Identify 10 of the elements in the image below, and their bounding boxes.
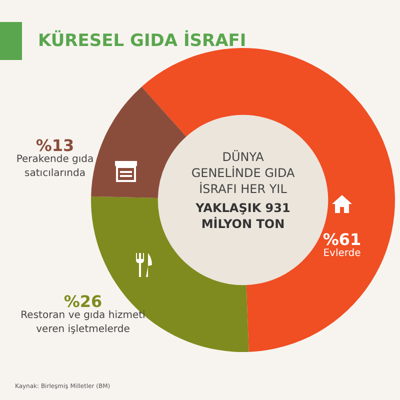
data-label: %13 <box>36 136 74 155</box>
text: DÜNYA GENELİNDE GIDA İSRAFI HER YIL <box>191 150 296 196</box>
data-label: %61 <box>322 230 362 249</box>
text: YAKLAŞIK 931 MİLYON TON <box>194 201 290 231</box>
slice-label: Evlerde <box>323 248 361 259</box>
slice-label: Restoran ve gıda hizmeti veren işletmelerde <box>20 310 146 335</box>
donut-slice <box>91 86 186 198</box>
slice-label: Perakende gıda satıcılarında <box>16 154 94 179</box>
data-label: %26 <box>64 292 102 311</box>
chart-title: KÜRESEL GIDA İSRAFI <box>38 30 246 51</box>
